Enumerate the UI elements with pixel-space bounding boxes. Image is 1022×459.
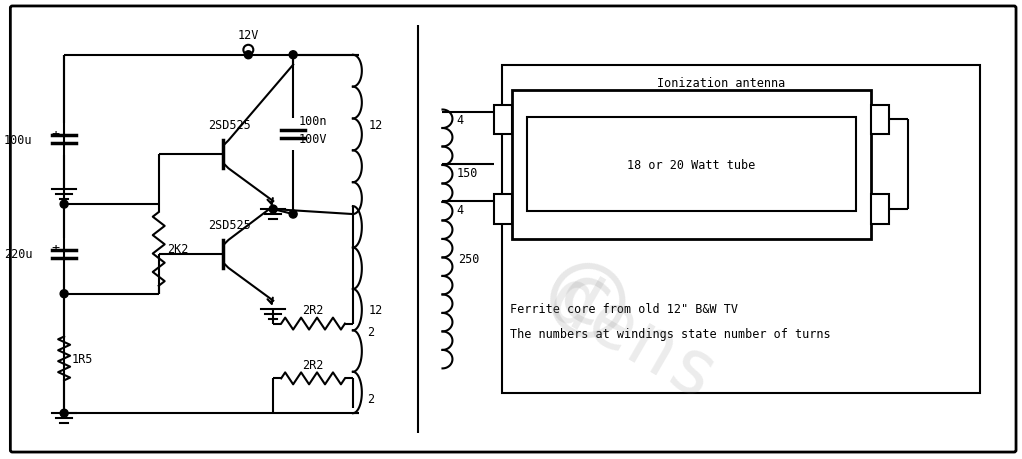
Text: 2SD525: 2SD525 <box>208 218 251 231</box>
Text: 1R5: 1R5 <box>73 352 93 365</box>
Text: Ionization antenna: Ionization antenna <box>657 77 786 90</box>
Text: 250: 250 <box>459 253 479 266</box>
FancyBboxPatch shape <box>10 7 1016 452</box>
Bar <box>527 118 855 212</box>
Circle shape <box>60 290 68 298</box>
Text: ©: © <box>519 237 645 381</box>
Text: 2: 2 <box>367 392 374 405</box>
Text: 2R2: 2R2 <box>303 358 324 371</box>
Bar <box>495 195 512 224</box>
Text: 12: 12 <box>369 303 383 316</box>
Circle shape <box>60 201 68 209</box>
Text: 2K2: 2K2 <box>167 243 188 256</box>
Text: 12: 12 <box>369 119 383 132</box>
Text: 2R2: 2R2 <box>303 303 324 316</box>
Circle shape <box>60 409 68 417</box>
Bar <box>495 105 512 135</box>
Text: 2: 2 <box>367 325 374 338</box>
Circle shape <box>289 211 297 218</box>
Text: 4: 4 <box>457 114 464 127</box>
Text: 4: 4 <box>457 203 464 216</box>
Text: +: + <box>51 128 59 140</box>
Text: 18 or 20 Watt tube: 18 or 20 Watt tube <box>628 158 755 171</box>
Circle shape <box>269 206 277 213</box>
Text: 100n: 100n <box>299 115 328 128</box>
Text: The numbers at windings state number of turns: The numbers at windings state number of … <box>510 327 831 340</box>
Circle shape <box>244 52 252 60</box>
Bar <box>502 66 980 393</box>
Bar <box>871 195 888 224</box>
Text: 100u: 100u <box>4 134 33 146</box>
Text: 100V: 100V <box>299 133 328 146</box>
Text: 220u: 220u <box>4 248 33 261</box>
Bar <box>512 90 871 240</box>
Text: 150: 150 <box>457 166 478 179</box>
Text: 12V: 12V <box>238 29 259 42</box>
Text: dens: dens <box>533 261 730 417</box>
Text: 2SD525: 2SD525 <box>208 119 251 132</box>
Circle shape <box>289 52 297 60</box>
Bar <box>871 105 888 135</box>
Text: Ferrite core from old 12" B&W TV: Ferrite core from old 12" B&W TV <box>510 302 738 315</box>
Text: +: + <box>51 242 59 255</box>
